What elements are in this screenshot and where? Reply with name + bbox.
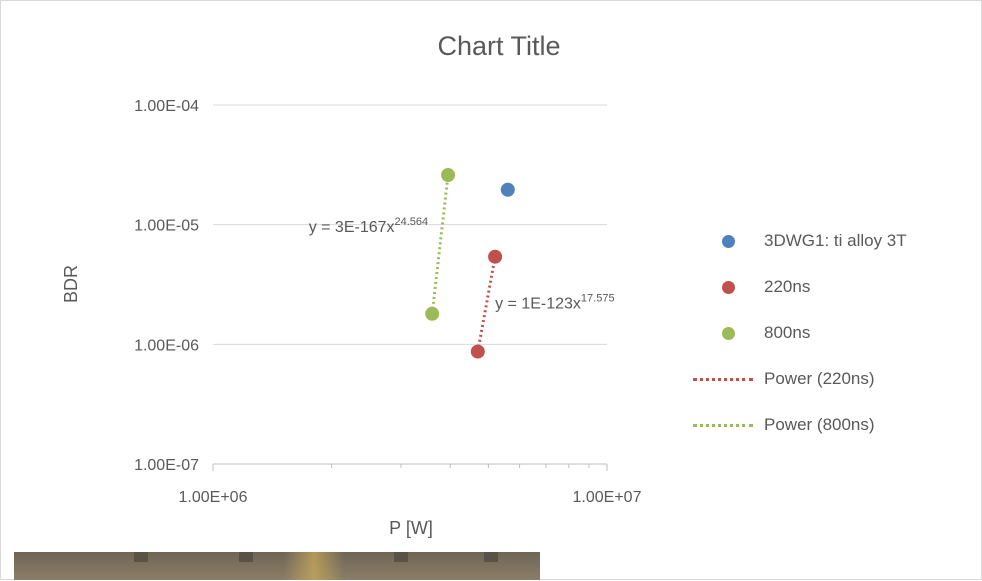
chart-title: Chart Title [437, 31, 561, 61]
photo-strip [14, 552, 540, 580]
data-point-800ns [425, 306, 440, 321]
legend-label-220ns: 220ns [764, 276, 811, 296]
trendline-equation: y = 3E-167x24.564 [309, 216, 428, 236]
data-point-3dwg1-ti-alloy-3t [500, 182, 515, 197]
trendline-equations: y = 1E-123x17.575 y = 3E-167x24.564 [309, 216, 615, 313]
y-tick-label: 1.00E-05 [134, 218, 199, 235]
data-point-220ns [470, 344, 485, 359]
legend-line-power-220ns [691, 364, 753, 394]
grid-lines [213, 104, 607, 345]
data-points [425, 168, 515, 359]
trendlines [430, 174, 497, 352]
x-axis-label: P [W] [389, 518, 433, 538]
trendline-220ns [476, 256, 497, 352]
legend-marker-800ns [691, 318, 747, 348]
legend-item-220ns: 220ns [691, 271, 907, 317]
legend-label-3dwg1: 3DWG1: ti alloy 3T [764, 230, 907, 250]
legend-item-3dwg1: 3DWG1: ti alloy 3T [691, 225, 907, 271]
legend-item-800ns: 800ns [691, 317, 907, 363]
y-axis-label: BDR [61, 265, 81, 303]
legend-label-800ns: 800ns [764, 322, 811, 342]
tick-labels: 1.00E-07 1.00E-06 1.00E-05 1.00E-04 1.00E+06… [134, 98, 642, 506]
trendline-800ns [430, 174, 450, 314]
x-tick-label: 1.00E+06 [179, 489, 248, 506]
legend-marker-3dwg1 [691, 226, 747, 256]
legend-item-power-800ns: Power (800ns) [691, 409, 907, 455]
legend-item-power-220ns: Power (220ns) [691, 363, 907, 409]
x-tick-label: 1.00E+07 [573, 489, 642, 506]
legend-marker-220ns [691, 272, 747, 302]
y-tick-label: 1.00E-07 [134, 457, 199, 474]
axes [212, 463, 608, 471]
legend-label-power-220ns: Power (220ns) [764, 368, 875, 388]
legend-line-power-800ns [691, 410, 753, 440]
y-tick-label: 1.00E-04 [134, 98, 199, 115]
trendline-equation: y = 1E-123x17.575 [495, 293, 614, 313]
data-point-220ns [488, 249, 503, 264]
data-point-800ns [441, 168, 456, 183]
y-tick-label: 1.00E-06 [134, 337, 199, 354]
legend: 3DWG1: ti alloy 3T 220ns 800ns Power (22… [691, 225, 907, 455]
legend-label-power-800ns: Power (800ns) [764, 414, 875, 434]
